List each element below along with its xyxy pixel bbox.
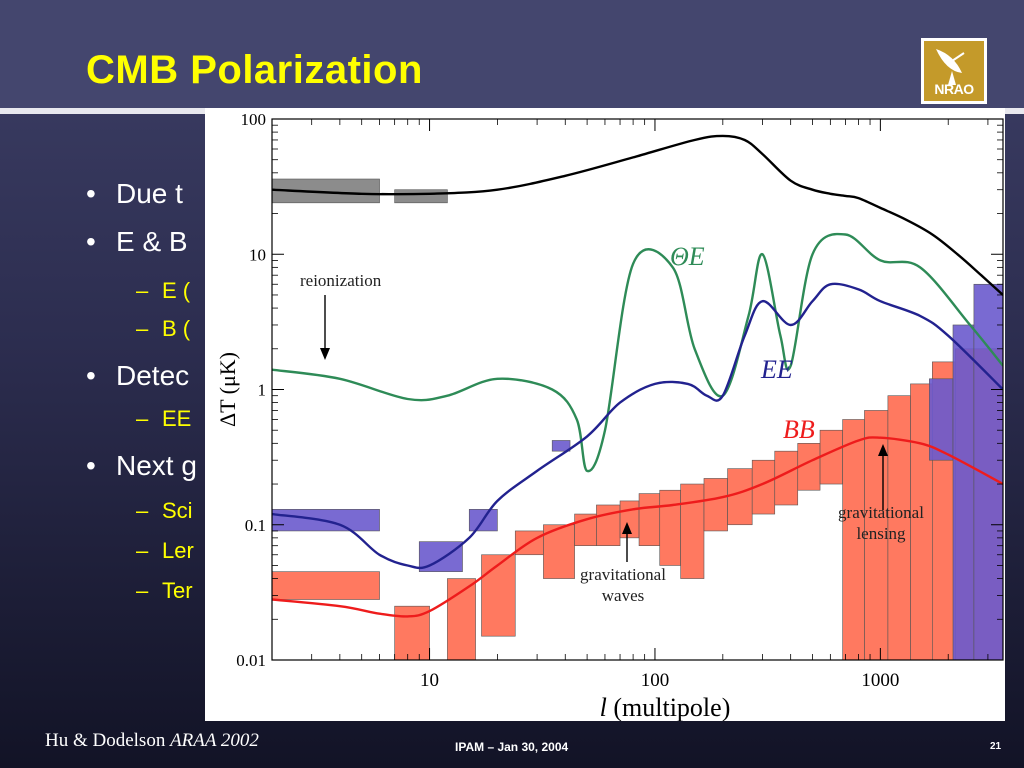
- ee-error-box: [973, 283, 1003, 660]
- y-tick-label: 100: [241, 110, 267, 129]
- bb-error-box: [819, 429, 843, 485]
- reionization-arrowhead: [320, 348, 330, 360]
- te-series-line: [272, 232, 1003, 473]
- y-tick-label: 0.01: [236, 651, 266, 670]
- bullet-item: • E & B: [86, 226, 188, 257]
- x-tick-label: 10: [420, 670, 439, 691]
- slide-title: CMB Polarization: [86, 48, 423, 92]
- y-axis-label: ΔT (μK): [215, 352, 240, 427]
- ee-series-line: [272, 282, 1003, 570]
- radio-telescope-icon: [936, 49, 965, 85]
- series-label-te: ΘE: [670, 242, 705, 271]
- cmb-polarization-chart: 10 100 1000 0.01 0.1 1 10 100 reionization ΘE E…: [215, 110, 1004, 722]
- chart-panel: 10 100 1000 0.01 0.1 1 10 100 reionization ΘE E…: [205, 108, 1005, 722]
- bullet-item: • Due t: [86, 178, 183, 209]
- y-tick-label: 1: [258, 381, 267, 400]
- x-axis-text: (multipole): [613, 693, 730, 721]
- axis-ticks: 10 100 1000 0.01 0.1 1 10 100: [236, 110, 1003, 691]
- annotation-waves: gravitational waves: [580, 565, 666, 605]
- slide-number: 21: [990, 741, 1002, 752]
- sub-bullet-item: – B (: [136, 316, 191, 341]
- y-tick-label: 10: [249, 245, 266, 264]
- bb-error-box: [543, 524, 575, 579]
- series-label-ee: EE: [760, 355, 793, 384]
- bullet-item: • Detec: [86, 360, 190, 391]
- tt-error-box: [394, 189, 448, 204]
- bb-error-box: [703, 478, 728, 532]
- logo-badge: NRAO: [924, 41, 984, 101]
- waves-arrowhead: [622, 522, 632, 534]
- spectra-lines: [272, 134, 1003, 618]
- nrao-logo: NRAO: [921, 38, 987, 104]
- citation-authors: Hu & Dodelson: [45, 730, 166, 751]
- y-tick-label: 0.1: [245, 516, 266, 535]
- bullet-item: • Next g: [86, 450, 197, 481]
- error-boxes: [272, 178, 1003, 660]
- lensing-arrowhead: [878, 444, 888, 456]
- sub-bullet-item: – Sci: [136, 498, 193, 523]
- slide-header: [0, 0, 1024, 108]
- x-tick-label: 1000: [861, 670, 899, 691]
- ee-error-box: [952, 324, 975, 660]
- annotation-lensing: gravitational lensing: [838, 503, 924, 543]
- sub-bullet-item: – EE: [136, 406, 192, 431]
- bb-error-box: [272, 571, 380, 600]
- bb-error-box: [680, 483, 705, 579]
- series-label-bb: BB: [783, 415, 815, 444]
- bb-series-line: [272, 436, 1003, 618]
- logo-text: NRAO: [934, 81, 974, 97]
- tt-error-box: [272, 178, 380, 204]
- bb-error-box: [727, 468, 753, 526]
- x-axis-label: l (multipole): [600, 693, 731, 721]
- sub-bullet-item: – E (: [136, 278, 191, 303]
- bb-error-box: [659, 489, 681, 566]
- x-tick-label: 100: [641, 670, 670, 691]
- tt-series-line: [272, 134, 1003, 296]
- ee-error-box: [551, 440, 571, 452]
- sub-bullet-item: – Ter: [136, 578, 193, 603]
- x-axis-symbol: l: [600, 693, 607, 721]
- citation: Hu & Dodelson ARAA 2002: [45, 730, 259, 752]
- bb-error-box: [481, 554, 516, 637]
- footer-event: IPAM – Jan 30, 2004: [455, 740, 569, 754]
- citation-journal: ARAA 2002: [170, 730, 259, 751]
- bb-error-box: [638, 493, 661, 547]
- annotation-reionization: reionization: [300, 271, 382, 290]
- sub-bullet-item: – Ler: [136, 538, 194, 563]
